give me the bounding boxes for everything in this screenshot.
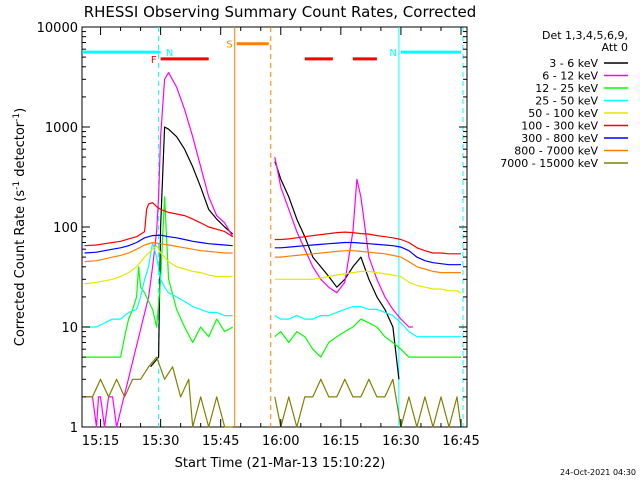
series-layer bbox=[84, 71, 462, 428]
legend-header-2: Att 0 bbox=[602, 41, 628, 54]
y-axis: 1 10 100 1000 10000 bbox=[37, 21, 467, 436]
series-line-3-0 bbox=[84, 241, 233, 328]
legend-label-3: 25 - 50 keV bbox=[535, 95, 598, 108]
flag-label-3: S bbox=[226, 40, 232, 51]
y-axis-label-main: Corrected Count Rate (s bbox=[13, 190, 28, 347]
flags-layer: N NFS bbox=[82, 40, 461, 66]
series-line-2-0 bbox=[84, 196, 233, 358]
series-line-4-1 bbox=[274, 270, 462, 294]
series-line-7-0 bbox=[84, 241, 233, 263]
series-line-8-0 bbox=[84, 356, 233, 428]
y-axis-label-sup: -1 bbox=[12, 181, 22, 190]
series-line-8-1 bbox=[274, 378, 462, 428]
flag-label-1: N bbox=[389, 48, 396, 59]
x-axis: 15:15 15:30 15:45 16:00 16:15 16:30 16:45 bbox=[82, 27, 480, 449]
legend-label-7: 800 - 7000 keV bbox=[514, 145, 598, 158]
series-line-5-0 bbox=[84, 202, 234, 247]
series-line-0-0 bbox=[150, 126, 234, 368]
x-tick-label-5: 16:30 bbox=[382, 434, 419, 449]
x-tick-label-2: 15:45 bbox=[202, 434, 239, 449]
series-line-7-1 bbox=[274, 250, 461, 274]
x-tick-label-3: 16:00 bbox=[262, 434, 299, 449]
flag-label-2: F bbox=[151, 55, 157, 66]
x-axis-label: Start Time (21-Mar-13 15:10:22) bbox=[175, 456, 386, 471]
legend-label-1: 6 - 12 keV bbox=[542, 70, 598, 83]
timestamp: 24-Oct-2021 04:30 bbox=[560, 468, 636, 477]
legend-label-4: 50 - 100 keV bbox=[528, 107, 598, 120]
series-line-6-0 bbox=[84, 234, 233, 254]
series-line-0-1 bbox=[274, 161, 400, 380]
y-tick-label-2: 100 bbox=[53, 221, 78, 236]
series-line-1-1 bbox=[274, 156, 413, 328]
legend-label-6: 300 - 800 keV bbox=[521, 132, 598, 145]
vlines-layer bbox=[158, 27, 464, 427]
flag-label-0: N bbox=[166, 48, 173, 59]
legend-label-8: 7000 - 15000 keV bbox=[500, 157, 598, 170]
legend-label-5: 100 - 300 keV bbox=[521, 120, 598, 133]
series-line-2-1 bbox=[274, 318, 461, 358]
x-tick-label-1: 15:30 bbox=[142, 434, 179, 449]
y-axis-label: Corrected Count Rate (s-1 detector-1) bbox=[12, 108, 28, 346]
y-tick-label-4: 10000 bbox=[37, 21, 78, 36]
series-line-5-1 bbox=[274, 231, 461, 255]
series-line-4-0 bbox=[84, 245, 233, 285]
legend-label-0: 3 - 6 keV bbox=[549, 57, 598, 70]
series-line-3-1 bbox=[274, 306, 461, 338]
chart-title: RHESSI Observing Summary Count Rates, Co… bbox=[84, 3, 477, 21]
legend-header-1: Det 1,3,4,5,6,9, bbox=[542, 29, 628, 42]
y-axis-label-sup2: -1 bbox=[12, 113, 22, 122]
y-axis-label-end: ) bbox=[13, 108, 28, 113]
x-tick-label-4: 16:15 bbox=[322, 434, 359, 449]
x-tick-label-0: 15:15 bbox=[82, 434, 119, 449]
series-line-6-1 bbox=[274, 241, 461, 266]
y-axis-label-mid: detector bbox=[13, 121, 28, 181]
y-tick-label-0: 1 bbox=[70, 421, 78, 436]
y-tick-label-3: 1000 bbox=[45, 121, 78, 136]
series-line-1-0 bbox=[84, 71, 234, 428]
legend-label-2: 12 - 25 keV bbox=[535, 82, 598, 95]
plot-frame bbox=[81, 26, 468, 428]
plot-area: N NFS 15:15 15:30 15:45 16:00 16:15 16:30 16:45… bbox=[37, 21, 480, 449]
x-tick-label-6: 16:45 bbox=[442, 434, 479, 449]
y-tick-label-1: 10 bbox=[61, 321, 78, 336]
